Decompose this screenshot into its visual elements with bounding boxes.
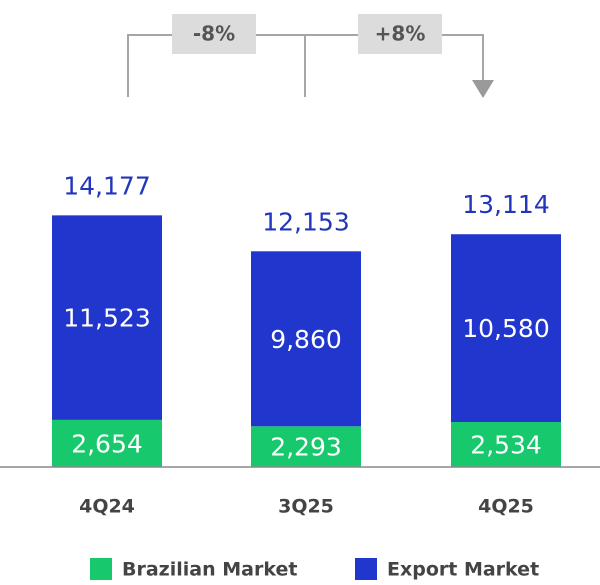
total-label: 13,114 [462, 190, 549, 219]
bar-segment [451, 422, 561, 467]
value-label: 10,580 [462, 314, 549, 343]
legend-swatch [90, 558, 112, 580]
bar-segment [451, 234, 561, 423]
x-tick-label: 4Q25 [478, 496, 534, 518]
bar-segment [52, 419, 162, 467]
arrow-head [472, 80, 494, 98]
total-label: 12,153 [262, 207, 349, 236]
annotation: -8% [193, 22, 235, 46]
x-tick-label: 4Q24 [79, 496, 135, 518]
bar-segment [251, 426, 361, 467]
value-label: 2,654 [71, 429, 143, 458]
value-label: 11,523 [63, 304, 150, 333]
value-label: 2,534 [470, 431, 542, 460]
value-label: 2,293 [270, 433, 342, 462]
legend-label: Brazilian Market [122, 559, 297, 581]
total-label: 14,177 [63, 171, 150, 200]
bar-segment [52, 215, 162, 420]
annotation-box [358, 14, 442, 54]
bar-segment [251, 251, 361, 427]
annotation-box [172, 14, 256, 54]
legend-swatch [355, 558, 377, 580]
annotation: +8% [375, 22, 426, 46]
legend-label: Export Market [387, 559, 539, 581]
x-tick-label: 3Q25 [278, 496, 334, 518]
value-label: 9,860 [270, 325, 342, 354]
